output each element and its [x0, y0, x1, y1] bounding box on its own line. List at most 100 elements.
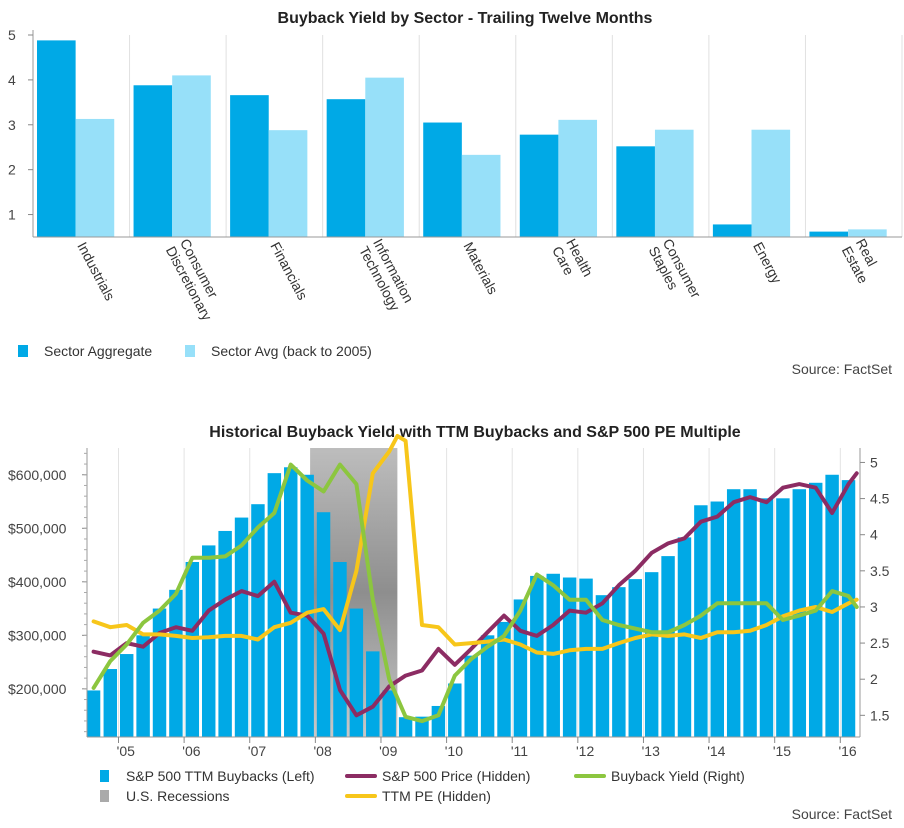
- category-label-text: Energy: [750, 239, 785, 286]
- bar-sector-aggregate-financials: [230, 95, 269, 237]
- x-tick-label: '07: [248, 743, 266, 759]
- x-tick-label: '11: [511, 743, 528, 759]
- right-tick-label: 2: [870, 671, 878, 687]
- left-tick-label: $400,000: [8, 574, 67, 590]
- y-tick-label: 1: [8, 207, 16, 223]
- legend-swatch-u-s-recessions: [100, 790, 109, 802]
- right-tick-label: 3: [870, 599, 878, 615]
- buyback-bar: [169, 589, 183, 737]
- buyback-bar: [431, 705, 446, 737]
- buyback-bar: [251, 504, 265, 737]
- legend-label-ttm-pe-hidden: TTM PE (Hidden): [382, 788, 491, 804]
- category-label-energy: Energy: [750, 239, 785, 286]
- buyback-bar: [448, 683, 462, 737]
- buyback-bar: [579, 578, 593, 737]
- x-tick-label: '15: [773, 743, 791, 759]
- left-y-ticks: $200,000 $300,000 $400,000 $500,000 $600,000: [8, 452, 87, 733]
- bar-sector-aggregate-materials: [423, 122, 462, 237]
- sector-gridlines: [32, 35, 903, 237]
- legend-label-s-p-500-price-hidden: S&P 500 Price (Hidden): [382, 768, 530, 784]
- category-label-text: Materials: [460, 239, 501, 297]
- buyback-bar: [366, 651, 380, 737]
- x-tick-label: '05: [117, 743, 135, 759]
- x-tick-label: '13: [642, 743, 660, 759]
- x-ticks: '05 '06 '07 '08 '09 '10 '11 '12 '13 '14 '15 '16: [117, 737, 857, 759]
- legend-label-u-s-recessions: U.S. Recessions: [126, 788, 229, 804]
- buyback-bar: [530, 575, 544, 737]
- buyback-bar: [201, 545, 216, 737]
- buyback-bar: [398, 717, 413, 737]
- right-tick-label: 2.5: [870, 635, 890, 651]
- x-tick-label: '08: [314, 743, 332, 759]
- buyback-bar: [759, 498, 774, 737]
- bar-sector-avg-back-to-2005-consumer-discretionary: [172, 75, 211, 238]
- sector-chart-source: Source: FactSet: [792, 361, 892, 377]
- legend-swatch-sector-avg: [185, 345, 195, 357]
- buyback-bar: [185, 561, 200, 737]
- buyback-bar: [497, 621, 511, 737]
- y-tick-label: 4: [8, 72, 16, 88]
- buyback-bar: [382, 690, 396, 737]
- buyback-bar: [152, 608, 167, 737]
- x-tick-label: '06: [182, 743, 200, 759]
- category-label-financials: Financials: [267, 239, 311, 302]
- legend-swatch-s-p-500-ttm-buybacks-left: [100, 770, 109, 782]
- buyback-bar: [119, 654, 134, 737]
- buyback-bar: [792, 489, 807, 737]
- x-tick-label: '12: [576, 743, 594, 759]
- x-tick-label: '16: [838, 743, 856, 759]
- sector-chart: Buyback Yield by Sector - Trailing Twelv…: [8, 10, 903, 377]
- buyback-bar: [595, 595, 610, 737]
- historical-chart: Historical Buyback Yield with TTM Buybac…: [8, 424, 892, 822]
- series-lines: [91, 434, 859, 724]
- legend-label-sector-aggregate: Sector Aggregate: [44, 343, 152, 359]
- buyback-bar: [234, 517, 249, 737]
- sector-axes: [32, 30, 902, 238]
- left-tick-label: $600,000: [8, 467, 67, 483]
- buyback-bar: [464, 655, 478, 737]
- buyback-bar: [284, 467, 298, 737]
- right-y-ticks: 1.5 2 2.5 3 3.5 4 4.5 5: [860, 454, 890, 723]
- buyback-bar: [612, 587, 626, 737]
- x-tick-label: '10: [445, 743, 463, 759]
- line-buyback-yield-right: [91, 462, 859, 724]
- y-tick-label: 2: [8, 162, 16, 178]
- y-tick-label: 3: [8, 117, 16, 133]
- sector-y-ticks: 1 2 3 4 5: [8, 27, 33, 223]
- left-tick-label: $500,000: [8, 520, 67, 536]
- bar-sector-aggregate-health-care: [519, 134, 559, 237]
- bar-sector-avg-back-to-2005-industrials: [75, 118, 115, 237]
- legend-label-s-p-500-ttm-buybacks-left: S&P 500 TTM Buybacks (Left): [126, 768, 315, 784]
- bar-sector-aggregate-real-estate: [809, 231, 849, 237]
- x-tick-label: '14: [707, 743, 725, 759]
- buyback-bar: [480, 635, 495, 737]
- buyback-bar: [103, 669, 118, 737]
- sector-chart-title: Buyback Yield by Sector - Trailing Twelv…: [278, 10, 653, 27]
- x-tick-label: '09: [379, 743, 397, 759]
- bar-sector-avg-back-to-2005-financials: [268, 130, 308, 237]
- buyback-bar: [300, 474, 314, 737]
- bar-sector-aggregate-energy: [712, 224, 752, 237]
- buyback-bar: [841, 480, 856, 737]
- historical-legend: S&P 500 TTM Buybacks (Left) S&P 500 Price…: [100, 768, 745, 804]
- sector-legend: Sector Aggregate Sector Avg (back to 200…: [18, 343, 372, 359]
- category-label-text: Industrials: [74, 239, 118, 303]
- bar-sector-avg-back-to-2005-materials: [461, 154, 501, 237]
- buyback-bar: [628, 579, 642, 737]
- buyback-bar: [316, 512, 331, 737]
- legend-label-buyback-yield-right: Buyback Yield (Right): [611, 768, 745, 784]
- buyback-bar: [726, 489, 741, 737]
- bar-sector-avg-back-to-2005-consumer-staples: [654, 129, 694, 237]
- bar-sector-avg-back-to-2005-energy: [751, 129, 791, 237]
- left-tick-label: $200,000: [8, 681, 67, 697]
- buyback-bar: [694, 505, 708, 737]
- right-tick-label: 1.5: [870, 707, 890, 723]
- buyback-bar: [267, 473, 282, 737]
